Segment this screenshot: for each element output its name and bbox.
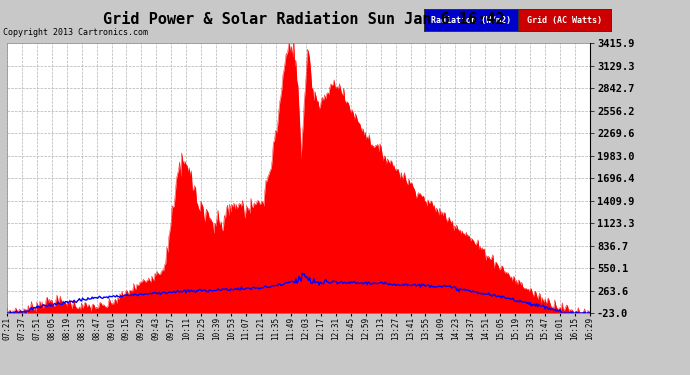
Text: Copyright 2013 Cartronics.com: Copyright 2013 Cartronics.com <box>3 28 148 37</box>
Text: Grid Power & Solar Radiation Sun Jan 6 16:42: Grid Power & Solar Radiation Sun Jan 6 1… <box>103 12 504 27</box>
Text: Radiation (W/m2): Radiation (W/m2) <box>431 16 511 25</box>
Text: Grid (AC Watts): Grid (AC Watts) <box>526 16 602 25</box>
